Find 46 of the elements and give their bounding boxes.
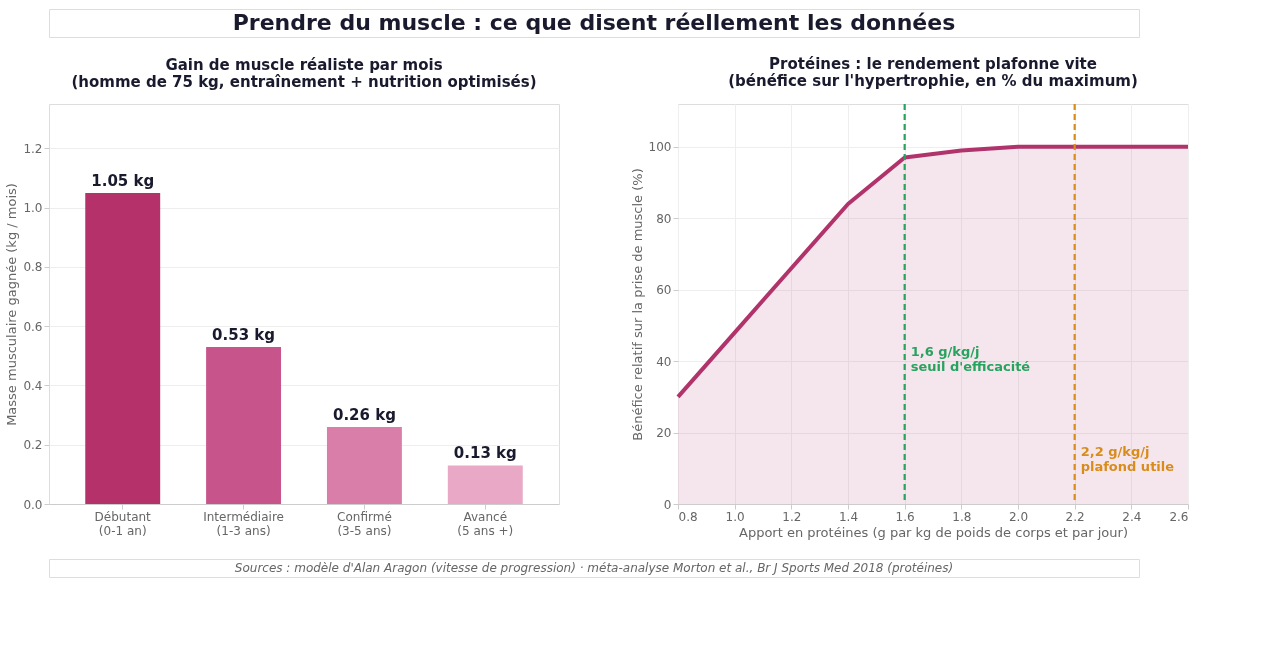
text: Protéines : le rendement plafonne vite — [769, 54, 1097, 73]
data-label: 0.13 kg — [453, 444, 517, 463]
x-tick-label: 1.4 — [838, 509, 859, 524]
y-tick-label: 80 — [656, 211, 672, 226]
y-axis-title: Bénéfice relatif sur la prise de muscle (%) — [629, 168, 645, 441]
ref-line-label: 2,2 g/kg/j plafond utile — [1080, 444, 1175, 474]
y-axis-title: Masse musculaire gagnée (kg / mois) — [4, 183, 20, 426]
x-tick-label: 2.0 — [1008, 509, 1029, 524]
bar — [447, 465, 523, 504]
x-tick-label: Avancé (5 ans +) — [457, 509, 514, 538]
y-tick-label: 1.2 — [23, 141, 43, 156]
y-tick-label: 1.0 — [23, 201, 43, 216]
y-tick-label: 0.2 — [23, 438, 43, 453]
y-tick-label: 0 — [663, 497, 672, 512]
y-tick-label: 60 — [656, 283, 672, 298]
x-tick-label: Débutant (0-1 an) — [94, 509, 152, 538]
data-label: 0.53 kg — [212, 325, 276, 344]
x-tick-label: Intermédiaire (1-3 ans) — [203, 509, 284, 538]
x-tick-label: 1.0 — [725, 509, 745, 524]
bar — [206, 346, 282, 504]
source-note: Sources : modèle d'Alan Aragon (vitesse de progression) · méta-analyse Morton et al., Br J Sports Med 2018 (protéines) — [234, 561, 954, 575]
x-tick-label: 1.8 — [952, 509, 972, 524]
y-tick-label: 0.8 — [23, 260, 43, 275]
data-label: 0.26 kg — [332, 405, 396, 424]
y-tick-label: 0.6 — [23, 319, 43, 334]
text: Prendre du muscle : ce que disent réellement les données — [232, 10, 956, 35]
text: (homme de 75 kg, entraînement + nutrition optimisés) — [71, 73, 537, 91]
ref-line-label: 1,6 g/kg/j seuil d'efficacité — [910, 344, 1031, 374]
y-tick-label: 0.4 — [23, 378, 43, 393]
x-tick-label: 2.2 — [1065, 509, 1085, 524]
x-axis-title: Apport en protéines (g par kg de poids de corps et par jour) — [739, 524, 1128, 540]
data-label: 1.05 kg — [91, 171, 155, 190]
text: Gain de muscle réaliste par mois — [165, 56, 443, 74]
y-tick-label: 0.0 — [23, 497, 43, 512]
y-tick-label: 40 — [656, 354, 672, 369]
x-tick-label: 2.6 — [1169, 509, 1189, 524]
y-tick-label: 100 — [648, 140, 672, 155]
x-tick-label: Confirmé (3-5 ans) — [337, 509, 392, 538]
x-tick-label: 2.4 — [1122, 509, 1142, 524]
text: (bénéfice sur l'hypertrophie, en % du maximum) — [728, 71, 1138, 90]
x-tick-label: 0.8 — [678, 509, 698, 524]
bar — [326, 426, 402, 504]
bar — [85, 192, 161, 504]
y-tick-label: 20 — [656, 426, 672, 441]
x-tick-label: 1.6 — [895, 509, 915, 524]
x-tick-label: 1.2 — [782, 509, 802, 524]
